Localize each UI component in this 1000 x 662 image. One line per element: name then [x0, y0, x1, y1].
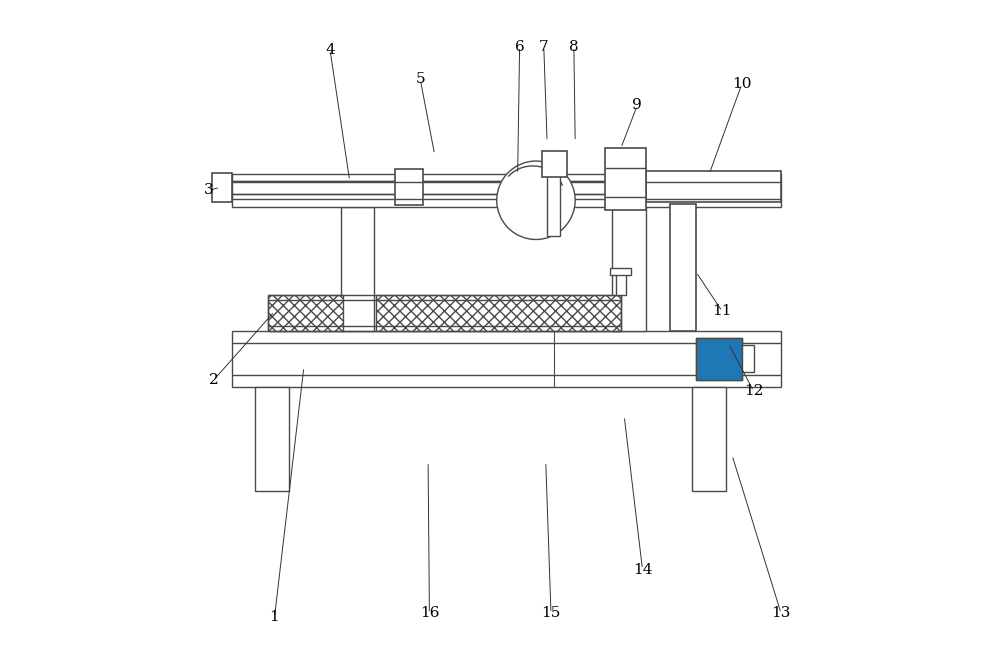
Bar: [742, 346, 754, 372]
Circle shape: [497, 161, 575, 240]
Bar: [605, 148, 646, 210]
Text: 5: 5: [415, 72, 425, 86]
Text: 13: 13: [771, 606, 791, 620]
Bar: [232, 181, 612, 194]
Bar: [670, 203, 696, 331]
Text: 16: 16: [420, 606, 439, 620]
Text: 4: 4: [325, 43, 335, 57]
Bar: [395, 169, 423, 205]
Bar: [612, 207, 646, 331]
Bar: [696, 338, 742, 380]
Bar: [696, 338, 742, 380]
Bar: [255, 387, 289, 491]
Text: 12: 12: [744, 384, 763, 398]
Bar: [212, 173, 232, 201]
Bar: [542, 151, 567, 177]
Bar: [646, 171, 781, 201]
Text: 15: 15: [541, 606, 561, 620]
Text: 14: 14: [633, 563, 652, 577]
Text: 1: 1: [270, 610, 279, 624]
Text: 7: 7: [539, 40, 549, 54]
Bar: [616, 269, 626, 295]
Bar: [232, 174, 781, 207]
Bar: [268, 295, 343, 331]
Text: 8: 8: [569, 40, 579, 54]
Text: 2: 2: [209, 373, 219, 387]
Text: 9: 9: [632, 99, 642, 113]
Text: 3: 3: [204, 183, 214, 197]
Bar: [692, 387, 726, 491]
Bar: [547, 161, 560, 236]
Bar: [610, 267, 631, 275]
Bar: [376, 295, 621, 331]
Bar: [341, 207, 374, 331]
Bar: [232, 331, 781, 387]
Text: 10: 10: [732, 77, 752, 91]
Text: 11: 11: [712, 305, 732, 318]
Text: 6: 6: [515, 40, 524, 54]
